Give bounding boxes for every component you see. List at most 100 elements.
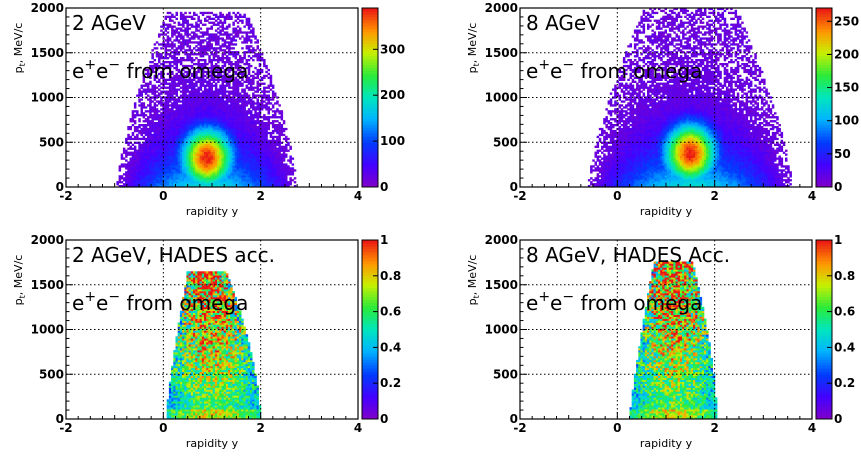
heatmap-cell [136, 167, 139, 169]
heatmap-cell [149, 104, 152, 106]
heatmap-cell [211, 120, 214, 122]
heatmap-cell [147, 152, 150, 154]
heatmap-cell [213, 14, 216, 16]
heatmap-cell [235, 156, 238, 158]
heatmap-cell [222, 49, 225, 51]
heatmap-cell [248, 130, 251, 132]
heatmap-cell [270, 116, 273, 118]
colorbar-segment [362, 124, 378, 127]
heatmap-cell [193, 124, 196, 126]
heatmap-cell [603, 154, 606, 156]
heatmap-cell [141, 110, 144, 112]
heatmap-cell [202, 53, 205, 55]
heatmap-cell [160, 30, 163, 32]
heatmap-cell [610, 98, 613, 100]
heatmap-cell [149, 173, 152, 175]
heatmap-cell [217, 16, 220, 18]
heatmap-cell [246, 87, 249, 89]
heatmap-cell [612, 144, 615, 146]
heatmap-cell [123, 177, 126, 179]
heatmap-cell [252, 167, 255, 169]
heatmap-cell [222, 14, 225, 16]
heatmap-cell [200, 161, 203, 163]
heatmap-cell [254, 87, 256, 89]
heatmap-cell [224, 49, 227, 51]
heatmap-cell [156, 95, 159, 97]
heatmap-cell [154, 102, 157, 104]
heatmap-cell [219, 156, 222, 158]
heatmap-cell [134, 150, 137, 152]
heatmap-cell [189, 53, 192, 55]
heatmap-cell [151, 118, 154, 120]
heatmap-cell [147, 173, 150, 175]
heatmap-cell [276, 130, 279, 132]
heatmap-cell [154, 93, 157, 95]
heatmap-cell [224, 39, 227, 41]
heatmap-cell [204, 24, 207, 26]
heatmap-cell [226, 28, 229, 30]
heatmap-cell [167, 181, 170, 183]
heatmap-cell [261, 57, 264, 59]
heatmap-cell [176, 18, 179, 20]
heatmap-cell [263, 177, 266, 179]
heatmap-cell [167, 132, 170, 134]
heatmap-cell [200, 124, 203, 126]
heatmap-cell [263, 118, 266, 120]
heatmap-cell [219, 118, 222, 120]
heatmap-cell [202, 24, 205, 26]
heatmap-cell [149, 169, 152, 171]
heatmap-cell [154, 163, 157, 165]
heatmap-cell [134, 110, 137, 112]
heatmap-cell [243, 118, 246, 120]
heatmap-cell [248, 110, 251, 112]
heatmap-cell [195, 14, 198, 16]
heatmap-cell [246, 85, 249, 87]
heatmap-cell [248, 120, 251, 122]
heatmap-cell [241, 124, 244, 126]
heatmap-cell [252, 161, 255, 163]
heatmap-cell [204, 18, 207, 20]
heatmap-cell [160, 169, 163, 171]
heatmap-cell [268, 85, 271, 87]
heatmap-cell [186, 55, 189, 57]
heatmap-cell [619, 87, 622, 89]
heatmap-cell [252, 150, 255, 152]
x-tick-label: 0 [159, 189, 167, 203]
heatmap-cell [136, 181, 139, 183]
heatmap-cell [252, 49, 255, 51]
heatmap-cell [169, 37, 172, 39]
heatmap-cell [204, 12, 207, 14]
heatmap-cell [195, 167, 198, 169]
heatmap-cell [224, 28, 227, 30]
heatmap-cell [149, 116, 152, 118]
heatmap-cell [138, 95, 141, 97]
heatmap-cell [169, 12, 172, 14]
heatmap-cell [151, 144, 154, 146]
heatmap-cell [134, 146, 137, 148]
heatmap-cell [186, 146, 189, 148]
heatmap-cell [173, 144, 176, 146]
heatmap-cell [222, 106, 225, 108]
heatmap-cell [597, 156, 600, 158]
heatmap-cell [257, 85, 260, 87]
heatmap-cell [197, 144, 200, 146]
heatmap-cell [202, 144, 205, 146]
heatmap-cell [180, 126, 183, 128]
heatmap-cell [134, 116, 137, 118]
heatmap-cell [235, 118, 238, 120]
heatmap-cell [208, 110, 211, 112]
heatmap-cell [130, 173, 133, 175]
heatmap-cell [217, 43, 220, 45]
heatmap-cell [270, 167, 273, 169]
heatmap-cell [243, 106, 246, 108]
heatmap-cell [193, 47, 196, 49]
heatmap-cell [204, 183, 207, 185]
heatmap-cell [151, 55, 154, 57]
heatmap-cell [156, 163, 159, 165]
heatmap-cell [215, 173, 218, 175]
heatmap-cell [180, 181, 183, 183]
heatmap-cell [167, 49, 170, 51]
heatmap-cell [165, 144, 168, 146]
heatmap-cell [182, 173, 185, 175]
heatmap-cell [176, 144, 179, 146]
